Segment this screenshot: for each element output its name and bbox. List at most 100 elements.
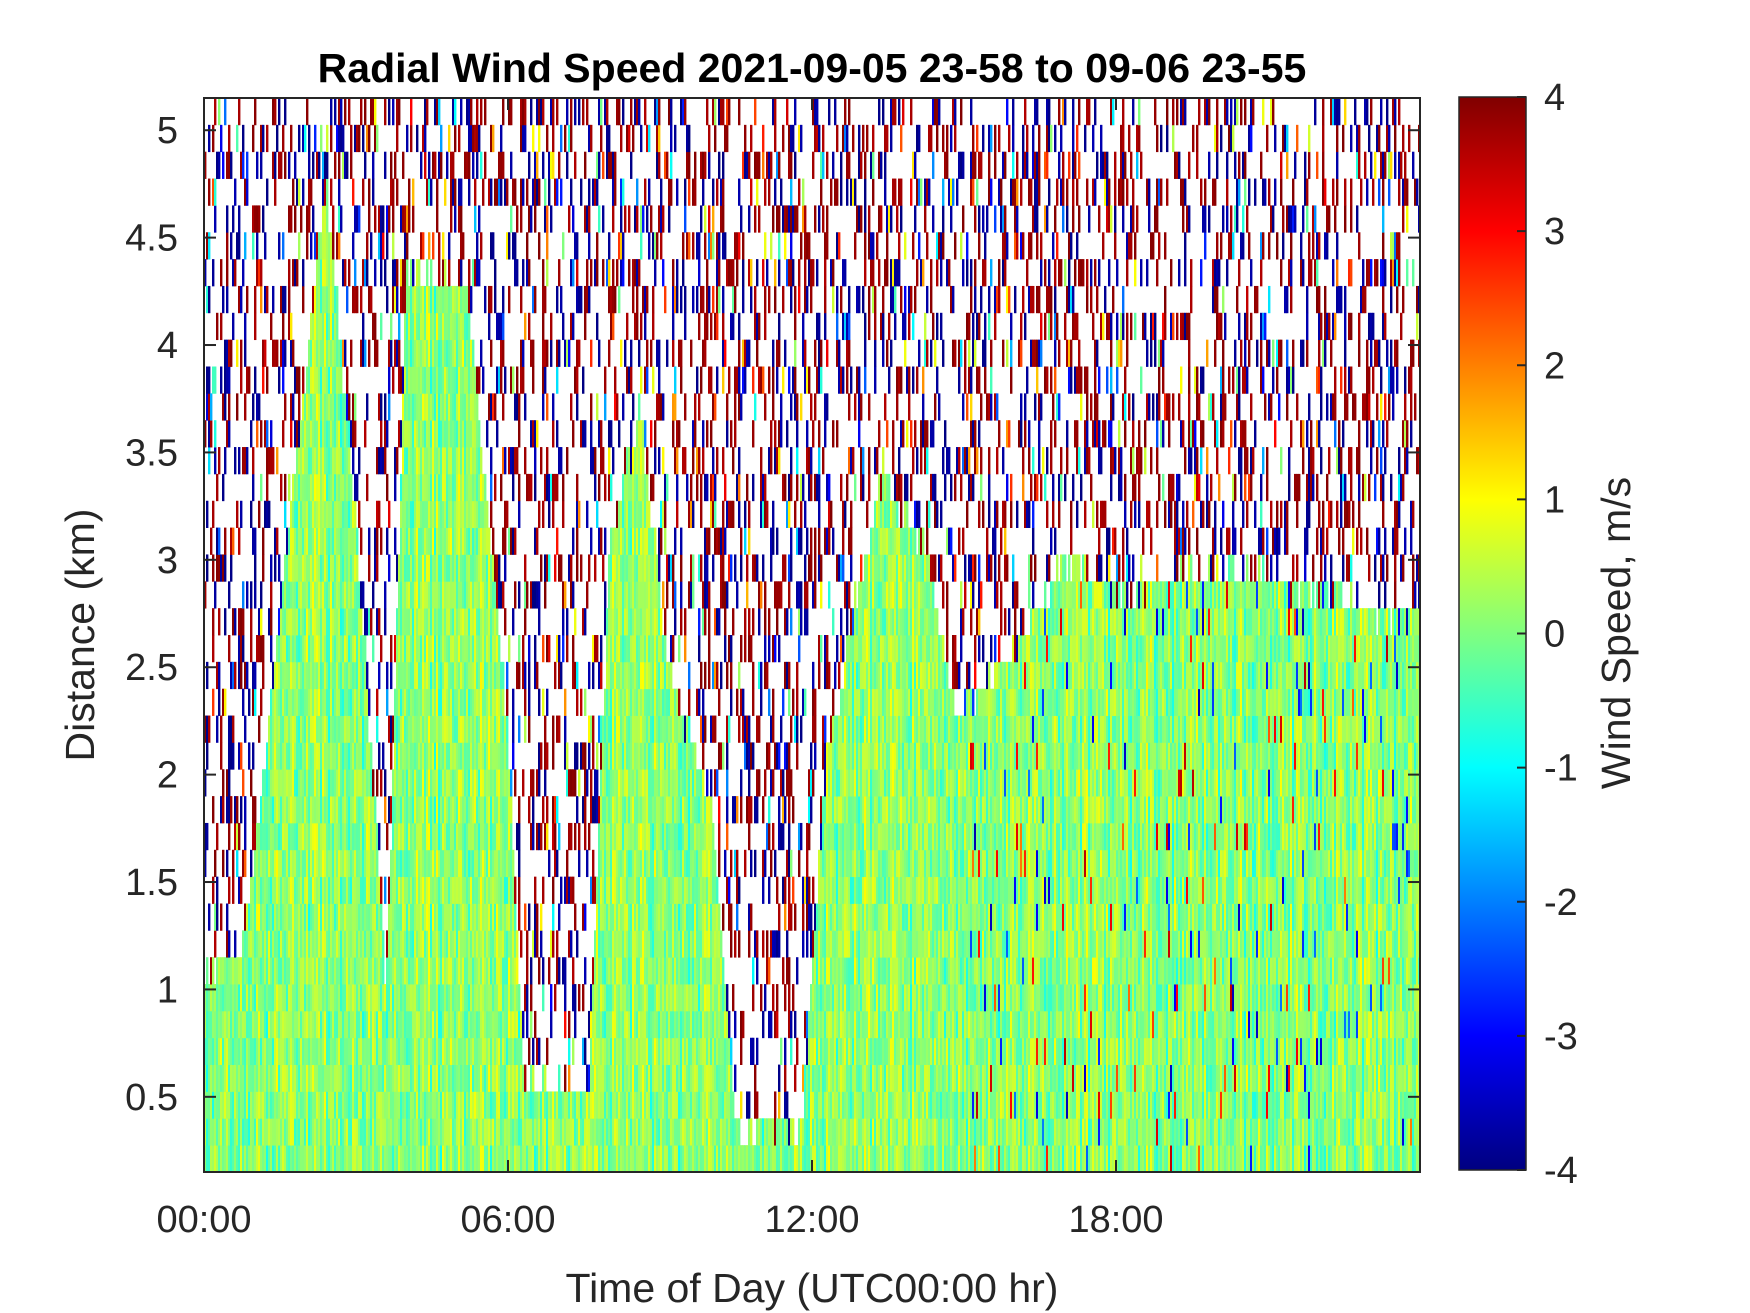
heatmap-cell [254, 285, 257, 314]
heatmap-cell [356, 849, 359, 878]
heatmap-cell [534, 581, 537, 609]
heatmap-cell [308, 1091, 311, 1119]
heatmap-cell [378, 822, 381, 851]
heatmap-cell [546, 554, 549, 582]
heatmap-cell [444, 984, 447, 1012]
heatmap-cell [288, 205, 291, 233]
heatmap-cell [536, 581, 539, 609]
heatmap-cell [380, 930, 383, 958]
heatmap-cell [510, 366, 513, 394]
heatmap-cell [406, 1010, 409, 1039]
heatmap-cell [304, 1118, 307, 1146]
heatmap-cell [250, 984, 253, 1012]
heatmap-cell [336, 447, 339, 475]
heatmap-cell [234, 608, 237, 636]
heatmap-cell [250, 420, 253, 448]
heatmap-cell [500, 1064, 503, 1092]
heatmap-cell [416, 500, 419, 528]
heatmap-cell [340, 635, 343, 663]
heatmap-cell [470, 500, 473, 528]
heatmap-cell [274, 98, 277, 126]
heatmap-cell [526, 259, 529, 287]
heatmap-cell [378, 1064, 381, 1092]
heatmap-cell [342, 259, 345, 287]
heatmap-cell [446, 581, 449, 609]
heatmap-cell [428, 420, 431, 448]
heatmap-cell [440, 742, 443, 770]
heatmap-cell [224, 1037, 227, 1065]
heatmap-cell [542, 339, 545, 367]
heatmap-cell [410, 903, 413, 931]
heatmap-cell [478, 849, 481, 878]
heatmap-cell [300, 1145, 303, 1172]
heatmap-cell [586, 1118, 589, 1146]
heatmap-cell [340, 393, 343, 421]
heatmap-cell [336, 393, 339, 421]
heatmap-cell [594, 1145, 597, 1172]
heatmap-cell [282, 608, 285, 636]
heatmap-cell [260, 688, 263, 716]
heatmap-cell [490, 124, 493, 153]
heatmap-cell [504, 715, 507, 743]
heatmap-cell [510, 527, 513, 555]
heatmap-cell [494, 259, 497, 287]
heatmap-cell [428, 366, 431, 394]
heatmap-cell [212, 796, 215, 824]
heatmap-cell [364, 1010, 367, 1039]
heatmap-cell [300, 849, 303, 878]
heatmap-cell [380, 447, 383, 475]
heatmap-cell [596, 1118, 599, 1146]
heatmap-cell [304, 903, 307, 931]
heatmap-cell [484, 715, 487, 743]
heatmap-cell [374, 1091, 377, 1119]
heatmap-cell [436, 312, 439, 341]
heatmap-cell [466, 876, 469, 904]
heatmap-cell [540, 98, 543, 126]
heatmap-cell [260, 1091, 263, 1119]
heatmap-cell [336, 500, 339, 528]
heatmap-cell [390, 151, 393, 179]
heatmap-cell [458, 500, 461, 528]
heatmap-cell [376, 554, 379, 582]
heatmap-cell [546, 393, 549, 421]
heatmap-cell [490, 1118, 493, 1146]
heatmap-cell [568, 822, 571, 851]
heatmap-cell [576, 1091, 579, 1119]
heatmap-cell [210, 1145, 213, 1172]
heatmap-cell [436, 366, 439, 394]
heatmap-cell [398, 849, 401, 878]
heatmap-cell [496, 849, 499, 878]
heatmap-cell [342, 822, 345, 851]
heatmap-cell [222, 1010, 225, 1039]
heatmap-cell [346, 1064, 349, 1092]
heatmap-cell [212, 1118, 215, 1146]
heatmap-cell [534, 635, 537, 663]
heatmap-cell [382, 232, 385, 260]
heatmap-cell [414, 554, 417, 582]
heatmap-cell [398, 769, 401, 797]
heatmap-cell [522, 1091, 525, 1119]
heatmap-cell [304, 500, 307, 528]
heatmap-cell [526, 1091, 529, 1119]
heatmap-cell [424, 769, 427, 797]
heatmap-cell [298, 1010, 301, 1039]
heatmap-cell [444, 661, 447, 690]
heatmap-cell [556, 339, 559, 367]
heatmap-cell [412, 366, 415, 394]
heatmap-cell [438, 1064, 441, 1092]
heatmap-cell [496, 608, 499, 636]
heatmap-cell [484, 984, 487, 1012]
heatmap-cell [402, 473, 405, 502]
heatmap-cell [212, 259, 215, 287]
heatmap-cell [326, 581, 329, 609]
heatmap-cell [268, 984, 271, 1012]
heatmap-cell [542, 151, 545, 179]
heatmap-cell [486, 581, 489, 609]
heatmap-cell [460, 500, 463, 528]
heatmap-cell [268, 1037, 271, 1065]
heatmap-cell [310, 688, 313, 716]
heatmap-cell [512, 232, 515, 260]
heatmap-cell [492, 742, 495, 770]
heatmap-cell [462, 715, 465, 743]
heatmap-cell [352, 1145, 355, 1172]
